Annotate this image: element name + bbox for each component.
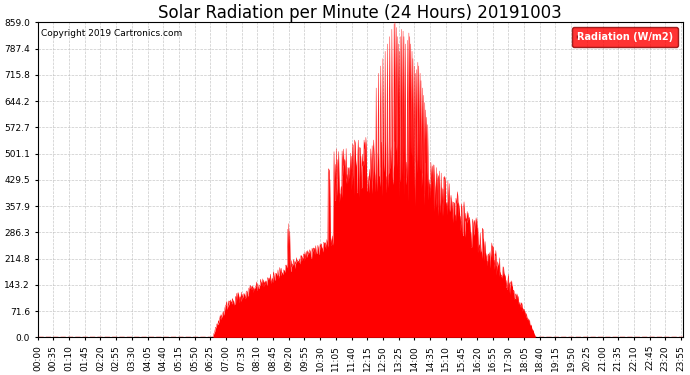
Legend: Radiation (W/m2): Radiation (W/m2) [572, 27, 678, 47]
Text: Copyright 2019 Cartronics.com: Copyright 2019 Cartronics.com [41, 28, 182, 38]
Title: Solar Radiation per Minute (24 Hours) 20191003: Solar Radiation per Minute (24 Hours) 20… [159, 4, 562, 22]
